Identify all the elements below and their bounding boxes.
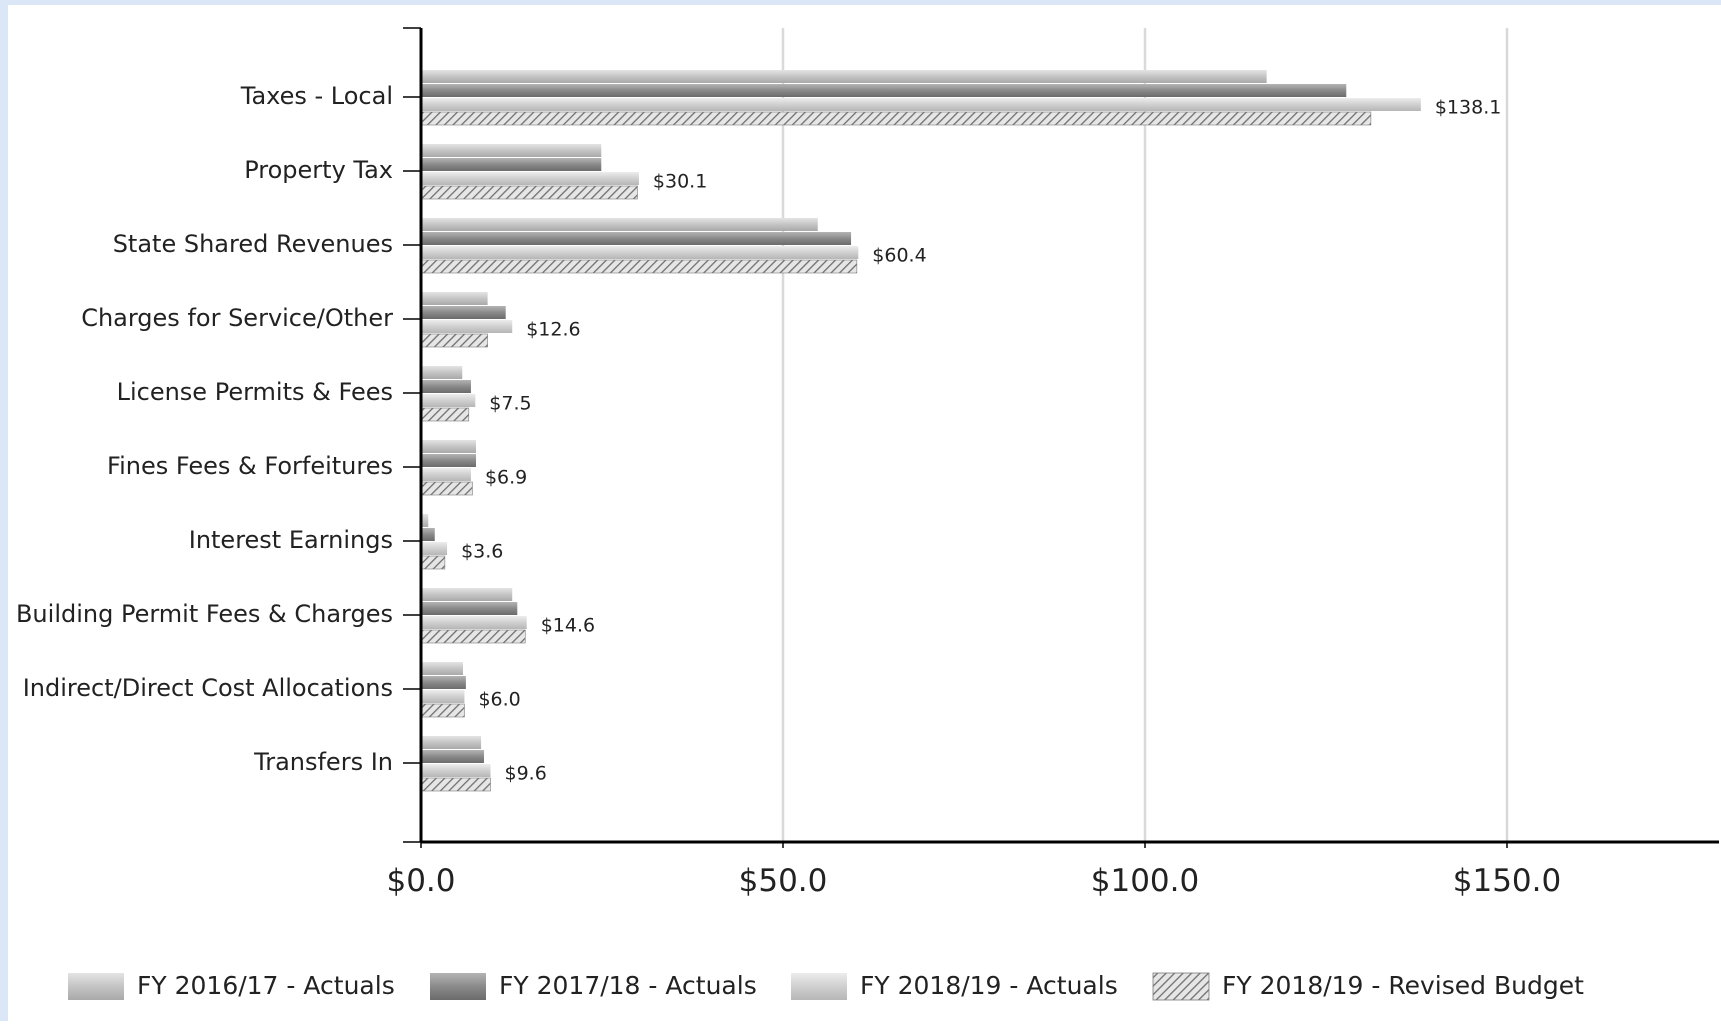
legend-label-2: FY 2018/19 - Actuals	[860, 971, 1118, 1000]
legend-swatch-1	[430, 973, 486, 1000]
x-tick-label-0: $0.0	[386, 863, 455, 899]
bar-8-series-3	[420, 703, 465, 718]
left-frame-border	[0, 0, 8, 1021]
bar-9-series-2	[421, 764, 491, 777]
category-label-5: Fines Fees & Forfeitures	[107, 452, 393, 480]
bar-0-series-1	[421, 84, 1347, 97]
bar-9-series-0	[421, 736, 482, 749]
legend-label-1: FY 2017/18 - Actuals	[499, 971, 757, 1000]
bar-9-series-3	[420, 777, 491, 792]
bar-5-series-1	[421, 454, 477, 467]
data-label-8: $6.0	[478, 689, 520, 711]
legend-label-0: FY 2016/17 - Actuals	[137, 971, 395, 1000]
bar-2-series-1	[421, 232, 852, 245]
bar-8-series-0	[421, 662, 463, 675]
bar-7-series-0	[421, 588, 513, 601]
data-label-0: $138.1	[1435, 97, 1501, 119]
bar-3-series-3	[420, 333, 488, 348]
data-label-7: $14.6	[541, 615, 595, 637]
bar-8-series-1	[421, 676, 466, 689]
category-label-8: Indirect/Direct Cost Allocations	[23, 674, 393, 702]
bar-7-series-3	[420, 629, 526, 644]
x-tick-label-3: $150.0	[1453, 863, 1561, 899]
bar-1-series-2	[421, 172, 639, 185]
category-label-1: Property Tax	[244, 156, 393, 184]
bar-3-series-2	[421, 320, 513, 333]
bar-5-series-3	[420, 481, 473, 496]
bar-9-series-1	[421, 750, 484, 763]
category-label-2: State Shared Revenues	[113, 230, 393, 258]
category-label-4: License Permits & Fees	[117, 378, 393, 406]
bar-1-series-3	[420, 185, 638, 200]
data-label-5: $6.9	[485, 467, 527, 489]
bar-5-series-2	[421, 468, 471, 481]
bar-3-series-0	[421, 292, 488, 305]
bar-5-series-0	[421, 440, 477, 453]
category-label-6: Interest Earnings	[189, 526, 393, 554]
bar-3-series-1	[421, 306, 506, 319]
bar-6-series-0	[421, 514, 429, 527]
bar-2-series-3	[420, 259, 858, 274]
axes	[403, 27, 1719, 848]
bar-0-series-0	[421, 70, 1267, 83]
data-label-6: $3.6	[461, 541, 503, 563]
category-label-3: Charges for Service/Other	[81, 304, 393, 332]
bar-4-series-0	[421, 366, 463, 379]
gridlines	[781, 28, 1509, 842]
bar-1-series-1	[421, 158, 602, 171]
bar-4-series-1	[421, 380, 471, 393]
bar-6-series-3	[420, 555, 446, 570]
legend-swatch-0	[68, 973, 124, 1000]
data-label-1: $30.1	[653, 171, 707, 193]
legend: FY 2016/17 - Actuals FY 2017/18 - Actuals…	[68, 971, 1584, 1001]
bar-4-series-3	[420, 407, 470, 422]
legend-swatch-2	[791, 973, 847, 1000]
bar-6-series-2	[421, 542, 448, 555]
bar-7-series-1	[421, 602, 518, 615]
legend-label-3: FY 2018/19 - Revised Budget	[1222, 971, 1584, 1000]
legend-swatch-3	[1152, 972, 1210, 1001]
bar-0-series-2	[421, 98, 1421, 111]
bar-2-series-2	[421, 246, 859, 259]
x-tick-label-2: $100.0	[1091, 863, 1199, 899]
bar-6-series-1	[421, 528, 435, 541]
data-label-3: $12.6	[526, 319, 580, 341]
bar-0-series-3	[420, 111, 1372, 126]
data-label-9: $9.6	[505, 763, 547, 785]
labels: $138.1 Taxes - Local $30.1 Property Tax $60.…	[16, 82, 1561, 899]
bar-8-series-2	[421, 690, 465, 703]
bar-1-series-0	[421, 144, 602, 157]
category-label-7: Building Permit Fees & Charges	[16, 600, 393, 628]
data-label-4: $7.5	[489, 393, 531, 415]
bar-4-series-2	[421, 394, 476, 407]
bars	[420, 70, 1421, 792]
x-tick-label-1: $50.0	[739, 863, 828, 899]
category-label-9: Transfers In	[253, 748, 393, 776]
top-frame-border	[0, 0, 1721, 5]
bar-7-series-2	[421, 616, 527, 629]
category-label-0: Taxes - Local	[240, 82, 393, 110]
bar-2-series-0	[421, 218, 818, 231]
data-label-2: $60.4	[872, 245, 926, 267]
